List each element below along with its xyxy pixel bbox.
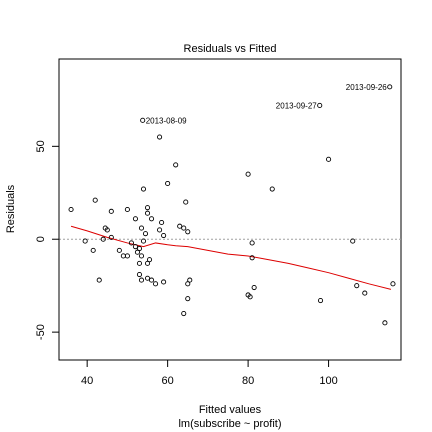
x-tick-label: 100: [319, 375, 337, 387]
residual-point: [108, 234, 114, 240]
x-tick-label: 60: [162, 375, 174, 387]
residual-point: [387, 84, 393, 90]
residual-point: [132, 244, 138, 250]
residual-point: [90, 247, 96, 253]
residual-point: [177, 223, 183, 229]
chart-title: Residuals vs Fitted: [184, 43, 277, 55]
residual-point: [181, 225, 187, 231]
smooth-line: [70, 225, 392, 290]
x-axis: 40 60 80 100: [81, 359, 338, 387]
residual-point: [173, 162, 179, 168]
residual-point: [140, 238, 147, 244]
y-tick-label: 50: [35, 140, 47, 152]
x-axis-title: Fitted values: [199, 404, 262, 416]
point-label: 2013-08-09: [146, 116, 187, 125]
residual-point: [249, 240, 255, 246]
residual-point: [187, 277, 193, 283]
residual-point: [247, 294, 253, 300]
residual-point: [108, 208, 114, 214]
residual-point: [183, 199, 189, 205]
residual-point: [146, 257, 153, 263]
residual-point: [136, 245, 143, 252]
point-labels: 2013-08-09 2013-09-27 2013-09-26: [146, 83, 388, 125]
residual-point: [92, 197, 98, 203]
residual-point: [269, 186, 275, 192]
residual-point: [157, 134, 163, 140]
residual-point: [68, 206, 74, 213]
residual-point: [138, 277, 145, 283]
residual-point: [140, 186, 147, 192]
residual-point: [148, 216, 155, 222]
y-axis: -50 0 50: [35, 140, 60, 340]
x-axis-subtitle: lm(subscribe ~ profit): [178, 418, 281, 430]
x-tick-label: 40: [81, 375, 93, 387]
residual-point: [362, 290, 368, 296]
residual-point: [251, 284, 257, 291]
residual-point: [124, 206, 130, 213]
residual-point: [116, 247, 122, 253]
residual-point: [157, 227, 163, 233]
point-label: 2013-09-26: [346, 83, 387, 92]
residual-point: [181, 310, 187, 317]
residual-point: [354, 283, 360, 289]
residual-point: [185, 229, 191, 235]
residual-point: [138, 253, 145, 259]
residual-point: [132, 216, 138, 222]
residual-point: [245, 171, 251, 177]
residual-point: [317, 297, 324, 304]
residual-point: [148, 277, 155, 283]
data-points: [68, 84, 396, 326]
residual-point: [382, 320, 388, 326]
y-axis-title: Residuals: [5, 184, 17, 233]
point-label: 2013-09-27: [276, 101, 317, 110]
residual-point: [138, 225, 145, 231]
residual-point: [159, 219, 165, 226]
residual-point: [165, 180, 171, 187]
residual-point: [82, 238, 88, 244]
residual-point: [134, 249, 141, 255]
residual-point: [144, 260, 151, 266]
residual-point: [120, 253, 126, 259]
residual-point: [153, 281, 159, 287]
y-tick-label: -50: [35, 324, 47, 340]
residual-point: [140, 117, 146, 123]
residual-point: [124, 253, 130, 259]
residual-point: [249, 255, 255, 261]
residual-point: [136, 271, 143, 278]
residual-point: [128, 240, 134, 246]
residual-point: [350, 238, 356, 244]
residual-point: [96, 277, 102, 283]
residual-point: [161, 279, 167, 285]
residual-point: [100, 236, 106, 242]
x-tick-label: 80: [242, 375, 254, 387]
residual-point: [104, 227, 110, 233]
residual-point: [144, 205, 151, 211]
residual-point: [185, 281, 191, 287]
residual-point: [185, 296, 191, 302]
residual-point: [144, 275, 151, 281]
y-tick-label: 0: [35, 236, 47, 242]
residual-point: [326, 156, 332, 162]
residual-point: [390, 281, 396, 287]
residual-point: [161, 232, 167, 239]
residual-point: [136, 260, 143, 266]
residual-point: [317, 102, 323, 109]
residual-point: [144, 210, 151, 216]
residual-point: [142, 231, 149, 237]
